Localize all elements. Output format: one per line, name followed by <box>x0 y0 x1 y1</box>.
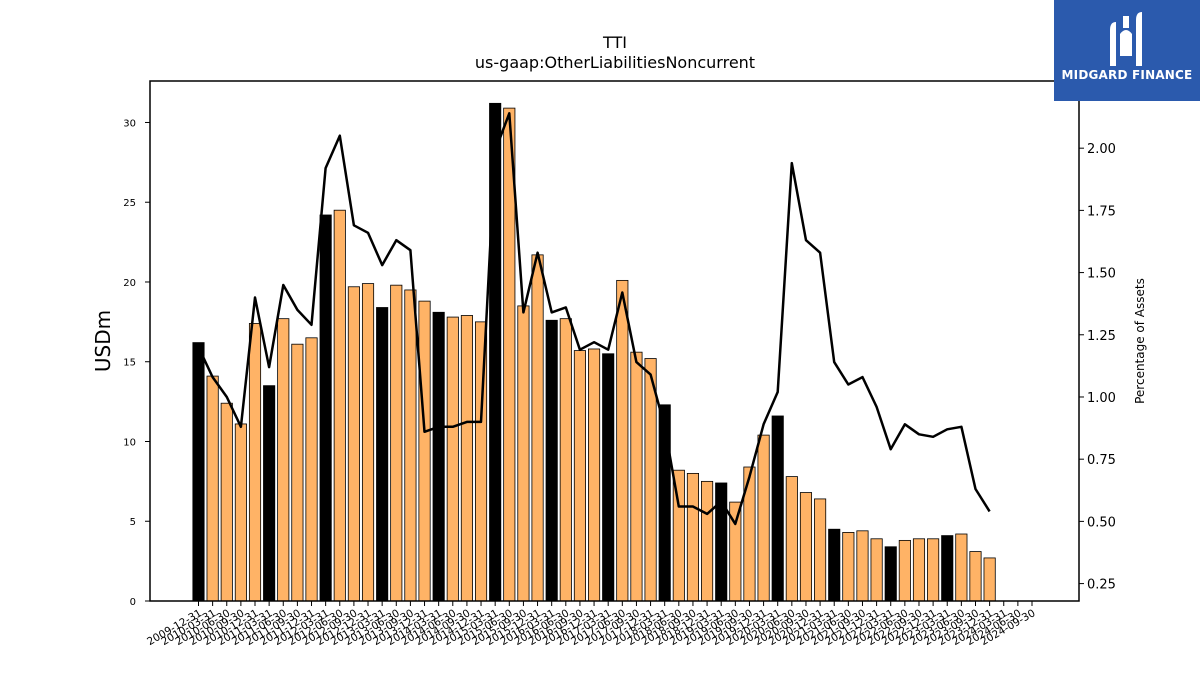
y2-tick-label: 2.00 <box>1087 142 1116 157</box>
bar <box>842 532 855 602</box>
y2-tick-label: 1.50 <box>1087 267 1116 282</box>
bar <box>531 254 544 602</box>
y-axis-right: 0.25 0.50 0.75 1.00 1.25 1.50 1.75 2.00 <box>1079 142 1116 593</box>
bar <box>927 538 940 602</box>
y-tick-label: 10 <box>123 437 136 448</box>
bar <box>856 530 869 602</box>
bar <box>234 423 247 602</box>
y2-tick-label: 0.75 <box>1087 453 1116 468</box>
bar <box>799 492 813 602</box>
logo-text: MIDGARD FINANCE <box>1061 68 1193 82</box>
y-axis-left: 0 5 10 15 20 25 30 <box>123 118 150 608</box>
bar <box>517 305 530 602</box>
plot-frame <box>149 80 1080 602</box>
bar <box>376 307 389 602</box>
bar <box>559 318 572 602</box>
series-line <box>197 112 991 526</box>
bar <box>828 528 841 602</box>
bar <box>263 385 276 602</box>
bar <box>319 214 332 602</box>
bar <box>192 342 205 602</box>
bar <box>955 533 968 602</box>
bar <box>814 498 827 602</box>
bar <box>941 535 954 602</box>
bar <box>361 283 375 602</box>
midgard-finance-logo: MIDGARD FINANCE <box>1054 0 1200 101</box>
bar <box>658 404 671 602</box>
bar <box>305 337 318 602</box>
y-tick-label: 20 <box>123 278 136 289</box>
bar <box>644 358 657 602</box>
y-tick-label: 15 <box>123 358 136 369</box>
y-tick-label: 0 <box>130 597 136 608</box>
bar <box>686 472 699 602</box>
y2-tick-label: 0.50 <box>1087 515 1116 530</box>
bar <box>616 279 629 602</box>
bar <box>404 289 417 602</box>
bar <box>489 102 502 602</box>
bar <box>983 557 996 602</box>
y2-tick-label: 1.75 <box>1087 204 1116 219</box>
y-tick-label: 5 <box>130 517 136 528</box>
y2-tick-label: 1.25 <box>1087 329 1116 344</box>
bar <box>870 538 883 602</box>
bar-layer <box>192 102 996 602</box>
y2-axis-label: Percentage of Assets <box>1133 278 1147 404</box>
bar <box>771 415 784 602</box>
y2-tick-label: 1.00 <box>1087 391 1116 406</box>
y-tick-label: 30 <box>123 118 136 129</box>
bar <box>460 315 473 602</box>
logo-mark-icon <box>1110 12 1142 66</box>
bar <box>220 402 233 602</box>
bar <box>418 300 431 602</box>
bar <box>912 538 926 602</box>
bar <box>248 323 262 602</box>
bar <box>277 318 290 602</box>
bar <box>573 350 586 602</box>
bar <box>545 319 558 602</box>
bar <box>785 476 798 602</box>
y-tick-label: 25 <box>123 198 136 209</box>
bar <box>630 351 643 602</box>
line-layer <box>197 112 991 526</box>
bar <box>884 546 897 602</box>
bar <box>291 343 304 602</box>
x-axis: 2009-12-312010-03-312010-06-302010-09-30… <box>145 601 1038 648</box>
bar <box>757 434 770 602</box>
bar <box>333 209 346 602</box>
bar <box>701 480 714 602</box>
y-axis-label: USDm <box>91 310 115 372</box>
bar <box>588 348 601 602</box>
bar <box>390 284 403 602</box>
chart-subtitle: us-gaap:OtherLiabilitiesNoncurrent <box>475 53 755 72</box>
bar <box>206 375 219 602</box>
bar <box>347 286 360 602</box>
y2-tick-label: 0.25 <box>1087 578 1116 593</box>
chart-title: TTI <box>602 33 627 52</box>
bar <box>602 353 615 602</box>
bar <box>446 316 459 602</box>
bar <box>898 539 911 602</box>
bar <box>432 311 445 602</box>
bar <box>969 551 982 602</box>
